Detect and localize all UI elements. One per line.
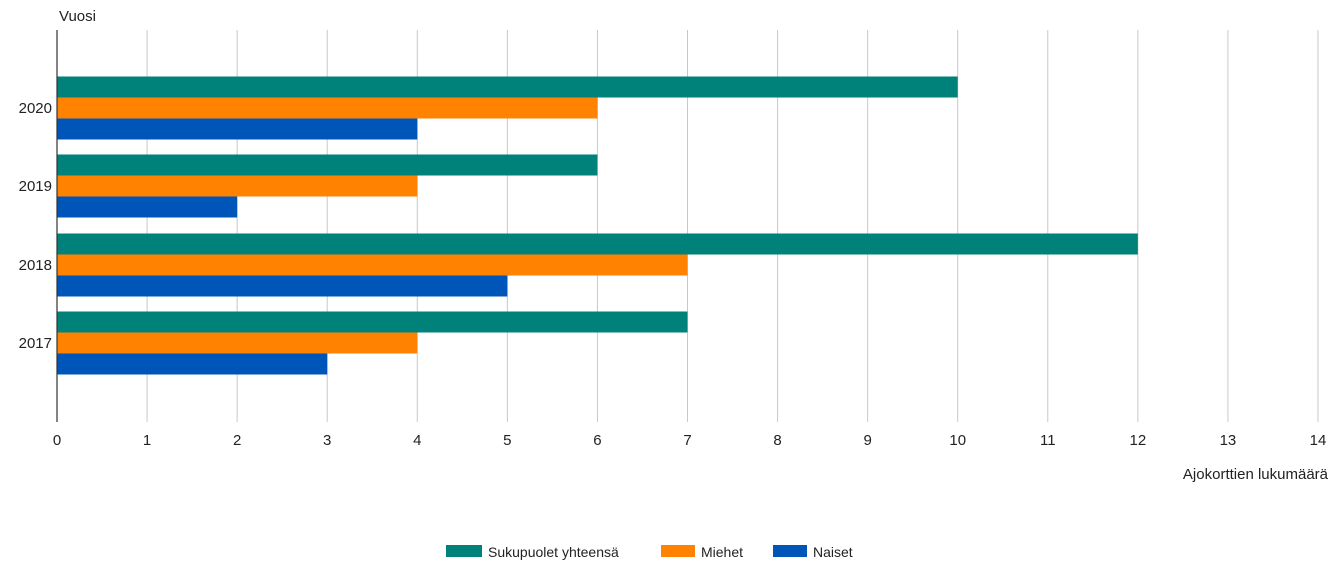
y-tick-label: 2019 <box>19 178 52 195</box>
y-tick-label: 2020 <box>19 100 52 117</box>
x-tick-label: 4 <box>413 432 421 449</box>
legend: Sukupuolet yhteensä Miehet Naiset <box>446 544 853 560</box>
x-tick-label: 12 <box>1130 432 1147 449</box>
legend-label: Miehet <box>701 544 743 560</box>
legend-swatch <box>661 545 695 557</box>
bar-2018-naiset <box>57 275 508 297</box>
legend-label: Naiset <box>813 544 853 560</box>
y-tick-labels: 2020 2019 2018 2017 <box>19 100 52 352</box>
bar-2017-naiset <box>57 353 328 375</box>
bar-2019-sukupuolet-yhteensä <box>57 154 598 176</box>
bar-2019-miehet <box>57 175 418 197</box>
x-tick-labels: 0 1 2 3 4 5 6 7 8 9 10 11 12 13 14 <box>53 432 1327 449</box>
x-tick-label: 14 <box>1310 432 1327 449</box>
bar-2020-naiset <box>57 118 418 140</box>
y-axis-title: Vuosi <box>59 8 96 25</box>
x-tick-label: 2 <box>233 432 241 449</box>
y-tick-label: 2018 <box>19 257 52 274</box>
x-tick-label: 6 <box>593 432 601 449</box>
x-tick-label: 0 <box>53 432 61 449</box>
x-tick-label: 1 <box>143 432 151 449</box>
x-tick-label: 3 <box>323 432 331 449</box>
bar-2020-sukupuolet-yhteensä <box>57 76 958 98</box>
legend-swatch <box>773 545 807 557</box>
bar-2017-miehet <box>57 332 418 354</box>
bar-2020-miehet <box>57 97 598 119</box>
x-tick-label: 7 <box>683 432 691 449</box>
bars-group <box>57 76 1138 375</box>
x-tick-label: 9 <box>863 432 871 449</box>
y-tick-label: 2017 <box>19 335 52 352</box>
bar-2017-sukupuolet-yhteensä <box>57 311 688 333</box>
bar-2019-naiset <box>57 196 238 218</box>
x-tick-label: 5 <box>503 432 511 449</box>
x-tick-label: 10 <box>949 432 966 449</box>
x-tick-label: 8 <box>773 432 781 449</box>
x-tick-label: 11 <box>1040 432 1056 449</box>
legend-label: Sukupuolet yhteensä <box>488 544 619 560</box>
bar-2018-sukupuolet-yhteensä <box>57 233 1138 255</box>
bar-2018-miehet <box>57 254 688 276</box>
x-axis-title: Ajokorttien lukumäärä <box>1183 466 1329 483</box>
x-tick-label: 13 <box>1220 432 1237 449</box>
legend-swatch <box>446 545 482 557</box>
